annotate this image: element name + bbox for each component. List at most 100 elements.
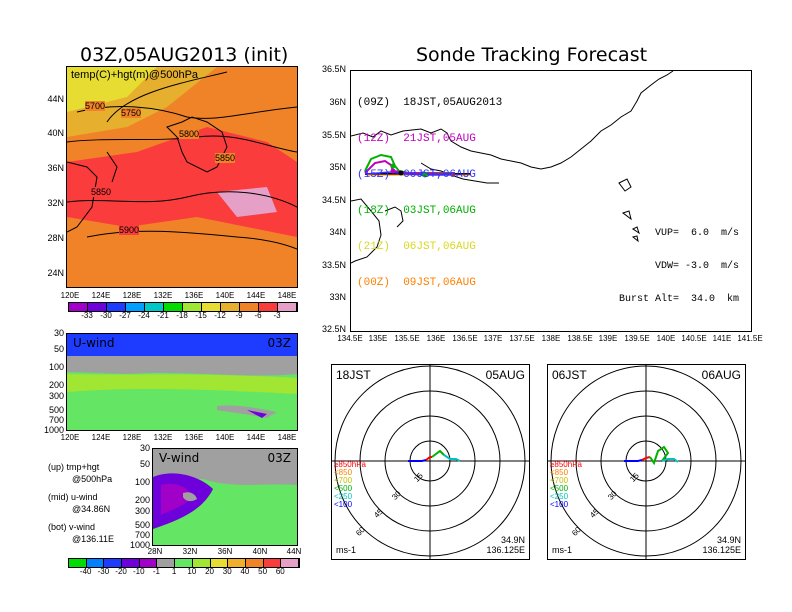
- x-tick-label: 44N: [286, 547, 302, 556]
- legend-sub: @500hPa: [72, 474, 113, 484]
- colorbar-swatch: [263, 559, 282, 567]
- level-label: <700: [334, 476, 353, 485]
- x-tick-label: 139E: [598, 334, 618, 343]
- info-line: VDW= -3.0 m/s: [654, 261, 739, 272]
- colorbar-label: -33: [81, 311, 93, 320]
- contour-label: 5850: [91, 187, 112, 197]
- y-tick-label: 1000: [43, 425, 64, 435]
- y-tick-label: 34N: [329, 227, 346, 237]
- colorbar-label: 40: [240, 567, 250, 576]
- vwind-panel: V-wind 03Z: [152, 448, 298, 546]
- y-tick-label: 24N: [47, 268, 64, 278]
- colorbar-swatch: [281, 559, 299, 567]
- uwind-time: 03Z: [267, 336, 292, 350]
- level-label: <850: [334, 468, 353, 477]
- x-tick-label: 136.5E: [452, 334, 478, 343]
- map-500hpa-field: [67, 67, 297, 287]
- x-tick-label: 128E: [122, 291, 142, 300]
- colorbar-swatch: [183, 303, 202, 311]
- x-tick-label: 135.5E: [394, 334, 420, 343]
- y-tick-label: 200: [48, 380, 64, 390]
- legend-sub: @34.86N: [72, 504, 111, 514]
- burst-info: VUP= 6.0 m/s VDW= -3.0 m/s Burst Alt= 34…: [619, 206, 739, 327]
- y-tick-label: 30: [139, 443, 150, 453]
- y-tick-label: 700: [48, 415, 64, 425]
- x-tick-label: 132E: [153, 291, 173, 300]
- y-tick-label: 35N: [329, 162, 346, 172]
- colorbar-label: -15: [195, 311, 207, 320]
- colorbar-swatch: [228, 559, 246, 567]
- x-tick-label: 120E: [60, 433, 80, 442]
- y-tick-label: 100: [48, 362, 64, 372]
- level-label: <100: [550, 500, 569, 509]
- polar-time-label: 06JST: [552, 368, 587, 382]
- colorbar-swatch: [221, 303, 240, 311]
- colorbar-label: 60: [275, 567, 285, 576]
- vwind-field: [153, 449, 297, 545]
- y-tick-label: 30: [53, 328, 64, 338]
- x-tick-label: 134.5E: [337, 334, 363, 343]
- y-tick-label: 36N: [329, 97, 346, 107]
- polar-date-label: 05AUG: [485, 368, 525, 382]
- x-tick-label: 136E: [184, 433, 204, 442]
- colorbar-label: 10: [187, 567, 197, 576]
- colorbar-swatch: [86, 559, 105, 567]
- map-500hpa-panel: temp(C)+hgt(m)@500hPa 5700 5750 5800 585…: [66, 66, 298, 288]
- colorbar-swatch: [210, 559, 229, 567]
- x-tick-label: 36N: [217, 547, 233, 556]
- y-tick-label: 32N: [47, 198, 64, 208]
- info-line: VUP= 6.0 m/s: [654, 228, 739, 239]
- level-label: ≥850hPa: [334, 460, 366, 469]
- colorbar-label: -27: [119, 311, 131, 320]
- y-tick-label: 50: [53, 344, 64, 354]
- y-tick-label: 200: [134, 495, 150, 505]
- colorbar-label: -21: [157, 311, 169, 320]
- colorbar-swatch: [240, 303, 259, 311]
- x-tick-label: 141.5E: [737, 334, 763, 343]
- polar-rings: [548, 365, 745, 559]
- x-tick-label: 120E: [60, 291, 80, 300]
- x-tick-label: 28N: [147, 547, 163, 556]
- polar-unit: ms-1: [336, 545, 356, 555]
- x-tick-label: 140.5E: [681, 334, 707, 343]
- y-tick-label: 40N: [47, 128, 64, 138]
- contour-label: 5800: [179, 129, 200, 139]
- colorbar-swatch: [69, 559, 87, 567]
- y-tick-label: 36N: [47, 163, 64, 173]
- y-tick-label: 300: [48, 391, 64, 401]
- polar-rings: [332, 365, 529, 559]
- track-entry: (15Z) 00JST,06AUG: [357, 169, 476, 181]
- polar-lat: 34.9N: [716, 535, 741, 545]
- legend-title: (bot) v-wind: [48, 522, 96, 532]
- y-tick-label: 300: [134, 506, 150, 516]
- x-tick-label: 124E: [91, 291, 111, 300]
- y-tick-label: 28N: [47, 233, 64, 243]
- x-tick-label: 32N: [182, 547, 198, 556]
- colorbar-swatch: [88, 303, 107, 311]
- level-label: <500: [550, 484, 569, 493]
- track-map-panel: (09Z) 18JST,05AUG2013 (12Z) 21JST,05AUG …: [350, 70, 752, 332]
- contour-label: 5900: [119, 225, 140, 235]
- init-title: 03Z,05AUG2013 (init): [80, 44, 289, 66]
- y-tick-label: 100: [134, 477, 150, 487]
- polar-unit: ms-1: [552, 545, 572, 555]
- y-tick-label: 50: [139, 459, 150, 469]
- legend-title: (mid) u-wind: [48, 492, 98, 502]
- track-legend: (09Z) 18JST,05AUG2013 (12Z) 21JST,05AUG …: [357, 73, 502, 313]
- colorbar-swatch: [104, 559, 123, 567]
- colorbar-label: -24: [138, 311, 150, 320]
- colorbar-label: 30: [222, 567, 232, 576]
- level-label: ≥850hPa: [550, 460, 582, 469]
- x-tick-label: 144E: [246, 433, 266, 442]
- track-entry: (12Z) 21JST,05AUG: [357, 133, 476, 145]
- colorbar-label: -20: [115, 567, 127, 576]
- contour-label: 5850: [215, 153, 236, 163]
- uwind-panel: U-wind 03Z: [66, 333, 298, 431]
- colorbar-label: -30: [97, 567, 110, 576]
- level-label: <250: [550, 492, 569, 501]
- polar-plot-left: 18JST 05AUG 15 30 45 60 ≥850hPa <850 <70…: [331, 364, 530, 560]
- legend-title: (up) tmp+hgt: [48, 462, 100, 472]
- x-tick-label: 140E: [215, 291, 235, 300]
- level-label: <100: [334, 500, 353, 509]
- x-tick-label: 40N: [252, 547, 268, 556]
